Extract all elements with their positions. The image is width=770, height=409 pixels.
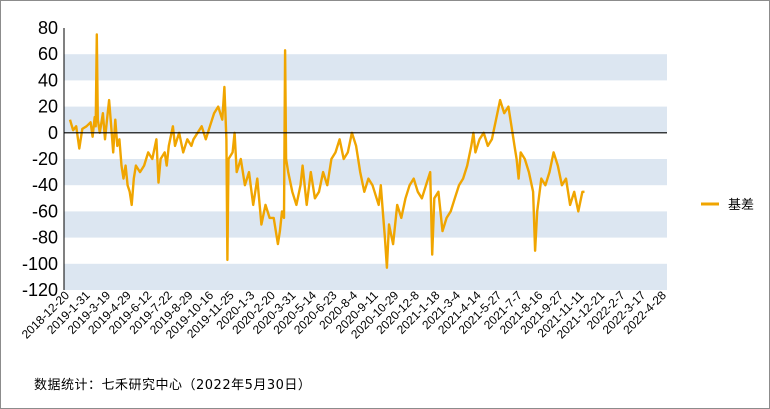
grid-band xyxy=(64,106,667,133)
source-note: 数据统计：七禾研究中心（2022年5月30日） xyxy=(34,378,312,393)
grid-band xyxy=(64,54,667,81)
y-tick-label: 20 xyxy=(38,97,58,117)
series-line-basis xyxy=(68,33,585,269)
grid-band xyxy=(64,263,667,290)
y-tick-label: 80 xyxy=(38,18,58,38)
y-tick-label: -20 xyxy=(32,149,58,169)
grid-band xyxy=(64,159,667,186)
y-tick-label: 60 xyxy=(38,44,58,64)
legend-label: 基差 xyxy=(728,197,754,212)
y-tick-label: -100 xyxy=(22,254,58,274)
y-tick-label: -40 xyxy=(32,175,58,195)
legend: 基差 xyxy=(701,197,754,212)
y-axis-ticks: 80 60 40 20 0 -20 -40 -60 -80 -100 -120 xyxy=(22,18,58,300)
grid-bands xyxy=(64,54,667,290)
y-tick-label: -80 xyxy=(32,228,58,248)
grid-band xyxy=(64,211,667,238)
y-tick-label: -120 xyxy=(22,280,58,300)
x-axis-ticks: 2018-12-202019-1-312019-3-192019-4-29201… xyxy=(19,288,669,342)
y-tick-label: 0 xyxy=(48,123,58,143)
y-tick-label: -60 xyxy=(32,201,58,221)
y-tick-label: 40 xyxy=(38,70,58,90)
